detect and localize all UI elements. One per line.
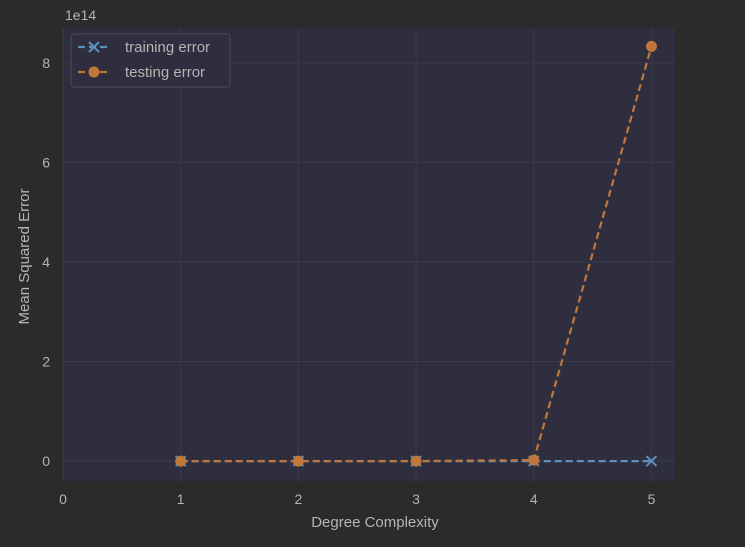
x-tick-label: 2	[294, 491, 302, 507]
data-point	[410, 455, 422, 467]
legend-item: training error	[78, 39, 210, 56]
y-tick-label: 2	[42, 354, 50, 370]
data-point	[528, 454, 540, 466]
data-point	[645, 455, 658, 467]
legend-label: training error	[125, 39, 210, 56]
y-offset-label: 1e14	[65, 7, 96, 23]
data-point	[292, 455, 304, 467]
data-point	[645, 40, 657, 52]
plot-area	[63, 28, 675, 481]
legend: training error testing error	[70, 33, 231, 88]
y-axis-label: Mean Squared Error	[16, 189, 33, 325]
legend-box	[70, 33, 231, 88]
x-axis-label: Degree Complexity	[311, 514, 439, 531]
x-tick-label: 0	[59, 491, 67, 507]
y-tick-label: 6	[42, 154, 50, 170]
y-tick-label: 4	[42, 254, 50, 270]
series-testing-error	[175, 40, 657, 467]
legend-label: testing error	[125, 64, 205, 81]
legend-item: testing error	[78, 64, 205, 81]
series-layer	[174, 40, 658, 467]
x-tick-label: 5	[648, 491, 656, 507]
y-tick-label: 0	[42, 453, 50, 469]
legend-marker	[88, 41, 100, 53]
data-point	[175, 455, 187, 467]
y-tick-label: 8	[42, 55, 50, 71]
legend-marker	[88, 66, 100, 78]
x-tick-label: 3	[412, 491, 420, 507]
x-tick-label: 1	[177, 491, 185, 507]
tick-labels: 0 1 2 3 4 5 0 2 4 6 8	[42, 55, 655, 507]
x-tick-label: 4	[530, 491, 538, 507]
